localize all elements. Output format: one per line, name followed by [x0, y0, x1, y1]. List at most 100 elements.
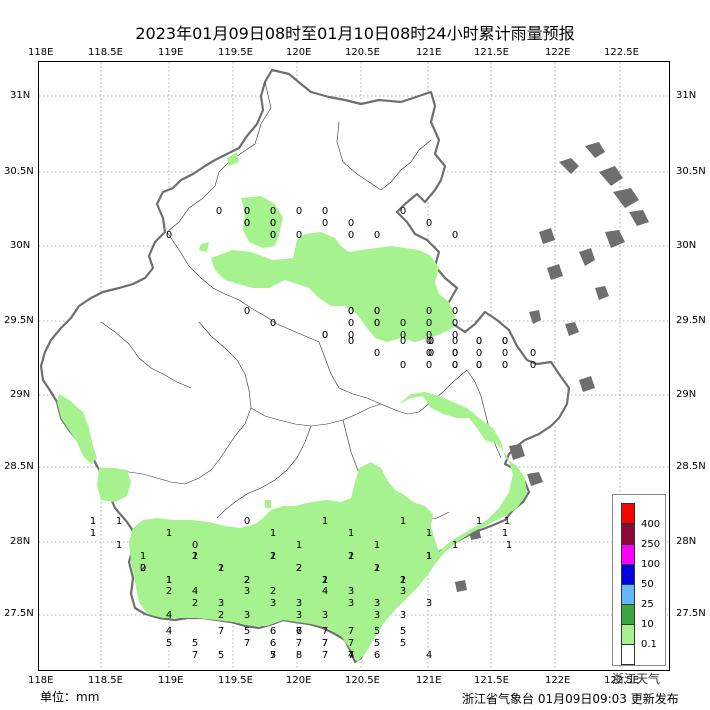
station-value: 0 [373, 348, 381, 359]
station-value: 6 [295, 626, 303, 637]
station-value: 0 [165, 230, 173, 241]
station-value: 0 [399, 318, 407, 329]
legend-swatch-50 [621, 564, 635, 585]
lon-tick-bottom: 118.5E [88, 675, 123, 686]
station-value: 0 [427, 336, 435, 347]
station-value: 4 [191, 586, 199, 597]
legend-swatch-0-1 [621, 624, 635, 645]
station-value: 0 [347, 336, 355, 347]
station-value: 0 [451, 360, 459, 371]
station-value: 0 [529, 360, 537, 371]
station-value: 4 [321, 586, 329, 597]
map-title: 2023年01月09日08时至01月10日08时24小时累计雨量预报 [135, 24, 575, 43]
legend-swatch-400 [621, 503, 635, 524]
station-value: 0 [399, 206, 407, 217]
station-value: 1 [475, 516, 483, 527]
station-value: 0 [425, 318, 433, 329]
station-value: 2 [295, 563, 303, 574]
legend-swatch-10 [621, 604, 635, 625]
station-value: 0 [347, 330, 355, 341]
station-value: 0 [321, 330, 329, 341]
lon-tick-bottom: 119.5E [218, 675, 253, 686]
station-value: 8 [295, 650, 303, 661]
station-value: 0 [451, 348, 459, 359]
station-value: 1 [321, 575, 329, 586]
station-value: 2 [399, 575, 407, 586]
lat-tick-right: 28.5N [676, 461, 706, 472]
station-value: 0 [425, 330, 433, 341]
station-value: 0 [399, 330, 407, 341]
station-value: 2 [269, 551, 277, 562]
station-value: 5 [373, 638, 381, 649]
station-value: 3 [243, 610, 251, 621]
station-value: 7 [295, 638, 303, 649]
station-value: 0 [243, 218, 251, 229]
lat-tick-left: 30.5N [4, 166, 34, 177]
station-value: 7 [347, 650, 355, 661]
station-value: 1 [115, 516, 123, 527]
station-value: 0 [347, 218, 355, 229]
lon-tick-bottom: 122E [545, 675, 571, 686]
station-value: 3 [373, 610, 381, 621]
station-value: 1 [425, 528, 433, 539]
station-value: 0 [425, 348, 433, 359]
station-value: 0 [451, 318, 459, 329]
station-value: 0 [295, 230, 303, 241]
publisher-info: 浙江省气象台 01月09日09:03 更新发布 [462, 692, 679, 706]
lat-tick-left: 28N [10, 536, 31, 547]
station-value: 2 [321, 575, 329, 586]
station-value: 3 [295, 598, 303, 609]
station-value: 0 [451, 360, 459, 371]
station-value: 4 [347, 650, 355, 661]
station-value: 0 [139, 563, 147, 574]
station-value: 0 [243, 516, 251, 527]
station-value: 1 [425, 551, 433, 562]
station-value: 2 [295, 563, 303, 574]
station-value: 0 [451, 336, 459, 347]
station-value: 5 [269, 650, 277, 661]
unit-label: 单位：mm [40, 690, 100, 704]
station-value: 0 [427, 336, 435, 347]
lat-tick-left: 29.5N [4, 315, 34, 326]
legend-swatch-25 [621, 584, 635, 605]
station-value: 1 [399, 516, 407, 527]
station-value: 0 [451, 360, 459, 371]
station-value: 3 [425, 598, 433, 609]
lat-tick-left: 29N [10, 389, 31, 400]
station-value: 0 [243, 306, 251, 317]
station-value: 7 [269, 650, 277, 661]
lon-tick-top: 122E [545, 47, 571, 58]
station-value: 0 [373, 306, 381, 317]
station-value: 5 [191, 638, 199, 649]
legend-swatch-100 [621, 544, 635, 565]
lat-tick-right: 29N [676, 389, 697, 400]
station-value: 5 [243, 626, 251, 637]
station-value: 0 [269, 318, 277, 329]
map-canvas [39, 62, 668, 669]
station-value: 0 [475, 348, 483, 359]
station-value: 0 [295, 206, 303, 217]
lat-tick-left: 31N [10, 90, 31, 101]
station-value: 1 [165, 528, 173, 539]
lon-tick-top: 121.5E [474, 47, 509, 58]
station-value: 2 [217, 563, 225, 574]
station-value: 0 [425, 306, 433, 317]
station-value: 0 [373, 306, 381, 317]
lon-tick-top: 120.5E [345, 47, 380, 58]
legend-label-10: 10 [641, 619, 654, 630]
station-value: 3 [269, 598, 277, 609]
station-value: 1 [451, 540, 459, 551]
coastal-islands [455, 142, 649, 592]
station-value: 0 [269, 206, 277, 217]
station-value: 2 [139, 563, 147, 574]
station-value: 0 [347, 306, 355, 317]
lon-tick-top: 119.5E [218, 47, 253, 58]
station-value: 0 [347, 230, 355, 241]
station-value: 3 [347, 586, 355, 597]
lon-tick-top: 119E [158, 47, 184, 58]
station-value: 0 [425, 218, 433, 229]
legend-label-50: 50 [641, 579, 654, 590]
station-value: 1 [501, 528, 509, 539]
lat-tick-right: 28N [676, 536, 697, 547]
station-value: 7 [321, 650, 329, 661]
